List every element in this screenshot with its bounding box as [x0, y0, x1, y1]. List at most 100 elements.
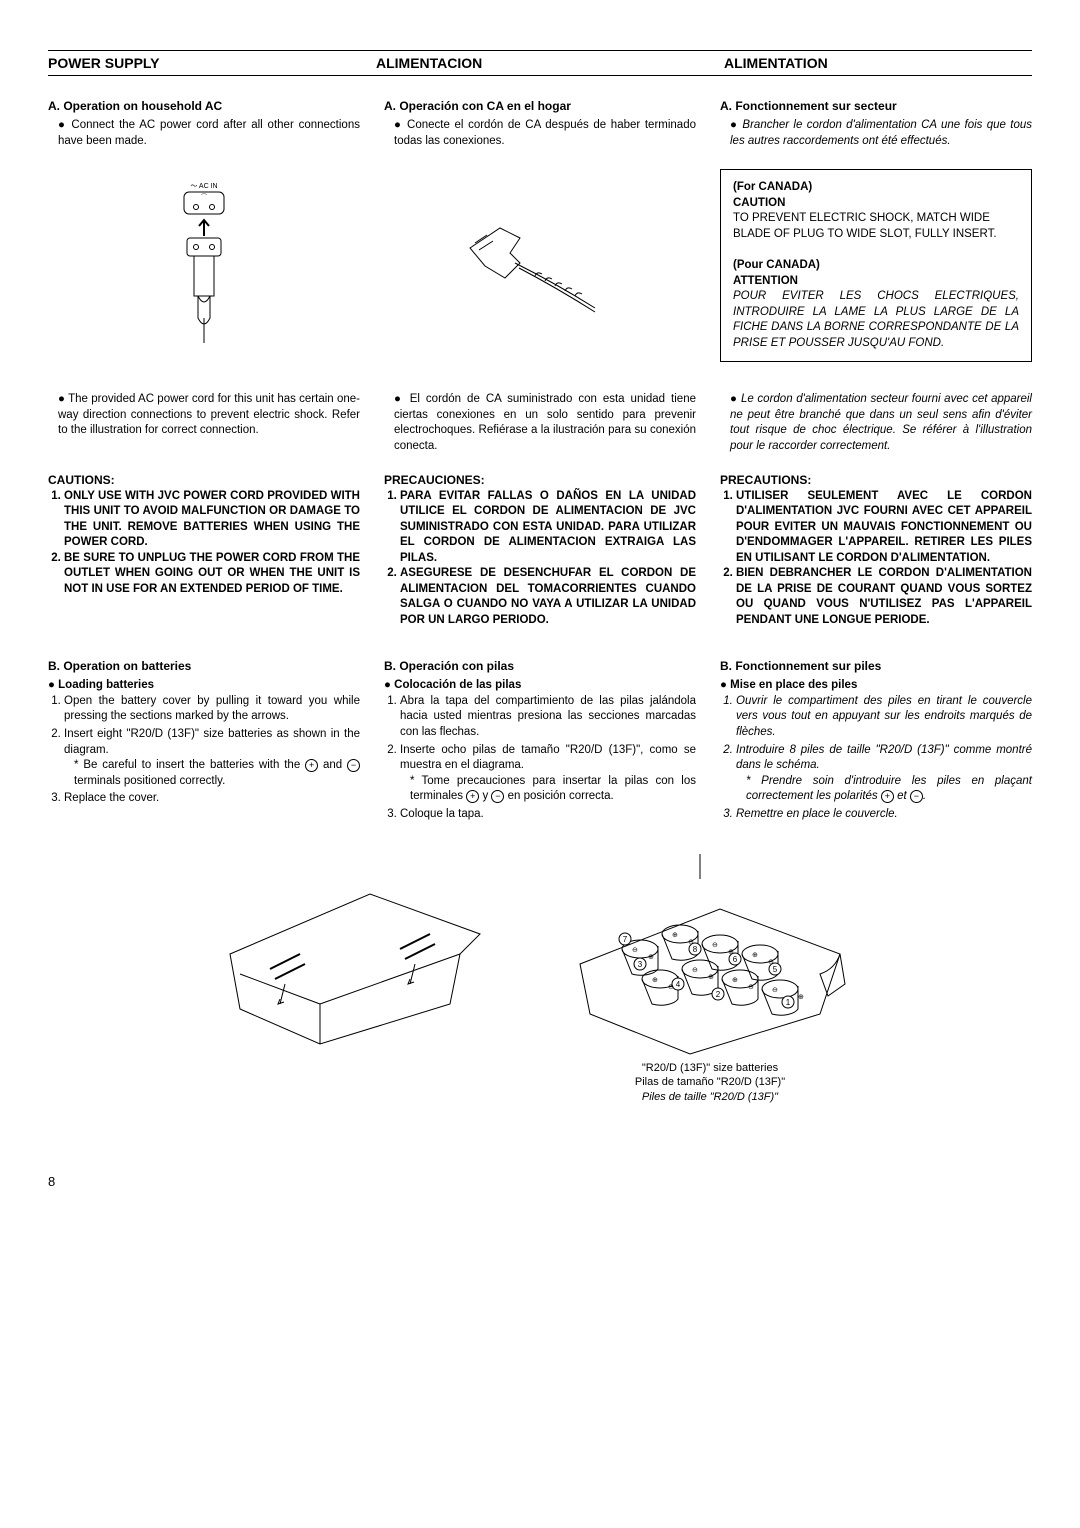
- header-power-supply: POWER SUPPLY: [48, 55, 356, 71]
- section-b-en-title: B. Operation on batteries: [48, 658, 360, 674]
- section-b-fr-title: B. Fonctionnement sur piles: [720, 658, 1032, 674]
- batt-caption-es: Pilas de tamaño "R20/D (13F)": [550, 1075, 870, 1089]
- cautions-es-1: PARA EVITAR FALLAS O DAÑOS EN LA UNIDAD …: [400, 489, 696, 567]
- svg-text:⊕: ⊕: [672, 932, 678, 939]
- cautions-es-2: ASEGURESE DE DESENCHUFAR EL CORDON DE AL…: [400, 566, 696, 628]
- section-b-row: B. Operation on batteries ● Loading batt…: [48, 658, 1032, 824]
- section-b-es-sub: Colocación de las pilas: [394, 679, 521, 691]
- section-b-en-sub: Loading batteries: [58, 679, 154, 691]
- svg-text:3: 3: [638, 960, 643, 969]
- cautions-fr-2: BIEN DEBRANCHER LE CORDON D'ALIMENTATION…: [736, 566, 1032, 628]
- battery-insert-diagram: 7 3 8 4 6 2 5 1 ⊖ ⊕ ⊕ ⊖ ⊖ ⊕ ⊕ ⊖: [550, 854, 870, 1104]
- section-a-en: A. Operation on household AC Connect the…: [48, 98, 360, 149]
- cautions-fr-label: PRECAUTIONS:: [720, 472, 1032, 488]
- cautions-es: PRECAUCIONES: PARA EVITAR FALLAS O DAÑOS…: [384, 472, 696, 628]
- cord-note-row: The provided AC power cord for this unit…: [48, 392, 1032, 454]
- header-alimentacion: ALIMENTACION: [356, 55, 684, 71]
- section-a-fr: A. Fonctionnement sur secteur Brancher l…: [720, 98, 1032, 149]
- canada-en-for: (For CANADA): [733, 180, 1019, 196]
- svg-text:8: 8: [693, 945, 698, 954]
- section-b-fr: B. Fonctionnement sur piles ● Mise en pl…: [720, 658, 1032, 824]
- canada-fr: (Pour CANADA) ATTENTION POUR EVITER LES …: [733, 258, 1019, 351]
- section-b-es-star2: en posición correcta.: [508, 790, 614, 802]
- section-b-en-3: Replace the cover.: [64, 791, 360, 807]
- cautions-row: CAUTIONS: ONLY USE WITH JVC POWER CORD P…: [48, 472, 1032, 628]
- header-row: POWER SUPPLY ALIMENTACION ALIMENTATION: [48, 50, 1032, 76]
- section-b-en-1: Open the battery cover by pulling it tow…: [64, 694, 360, 725]
- section-a-es-bullet: Conecte el cordón de CA después de haber…: [394, 118, 696, 149]
- svg-text:1: 1: [786, 998, 791, 1007]
- header-alimentation: ALIMENTATION: [684, 55, 1032, 71]
- section-b-fr-star2: .: [923, 790, 926, 802]
- canada-en: (For CANADA) CAUTION TO PREVENT ELECTRIC…: [733, 180, 1019, 242]
- svg-text:⊕: ⊕: [798, 994, 804, 1001]
- plug-diagram: [384, 198, 696, 333]
- canada-fr-text: POUR EVITER LES CHOCS ELECTRIQUES, INTRO…: [733, 289, 1019, 351]
- svg-text:⊕: ⊕: [752, 952, 758, 959]
- page: POWER SUPPLY ALIMENTACION ALIMENTATION A…: [0, 0, 1080, 1219]
- svg-text:⊕: ⊕: [648, 954, 654, 961]
- svg-text:⊕: ⊕: [728, 949, 734, 956]
- section-b-en: B. Operation on batteries ● Loading batt…: [48, 658, 360, 824]
- cautions-en-2: BE SURE TO UNPLUG THE POWER CORD FROM TH…: [64, 551, 360, 598]
- cautions-es-label: PRECAUCIONES:: [384, 472, 696, 488]
- svg-text:⏜: ⏜: [201, 193, 207, 201]
- cord-note-fr-text: Le cordon d'alimentation secteur fourni …: [730, 392, 1032, 454]
- canada-en-text: TO PREVENT ELECTRIC SHOCK, MATCH WIDE BL…: [733, 211, 1019, 242]
- battery-cover-diagram: [210, 854, 510, 1104]
- svg-text:⊖: ⊖: [692, 967, 698, 974]
- svg-text:2: 2: [716, 990, 721, 999]
- svg-text:5: 5: [773, 965, 778, 974]
- svg-text:⊕: ⊕: [652, 977, 658, 984]
- svg-text:7: 7: [623, 935, 628, 944]
- svg-text:⊖: ⊖: [668, 984, 674, 991]
- section-b-es-title: B. Operación con pilas: [384, 658, 696, 674]
- svg-text:6: 6: [733, 955, 738, 964]
- section-b-en-star2: terminals positioned correctly.: [74, 775, 225, 787]
- section-b-fr-2: Introduire 8 piles de taille "R20/D (13F…: [736, 744, 1032, 772]
- cautions-fr: PRECAUTIONS: UTILISER SEULEMENT AVEC LE …: [720, 472, 1032, 628]
- section-b-es-2: Inserte ocho pilas de tamaño "R20/D (13F…: [400, 744, 696, 772]
- cord-note-es-text: El cordón de CA suministrado con esta un…: [394, 392, 696, 454]
- section-b-es-1: Abra la tapa del compartimiento de las p…: [400, 694, 696, 741]
- canada-fr-for: (Pour CANADA): [733, 258, 1019, 274]
- section-b-fr-3: Remettre en place le couvercle.: [736, 807, 1032, 823]
- section-a-fr-title: A. Fonctionnement sur secteur: [720, 98, 1032, 114]
- section-b-fr-1: Ouvrir le compartiment des piles en tira…: [736, 694, 1032, 741]
- section-b-es: B. Operación con pilas ● Colocación de l…: [384, 658, 696, 824]
- svg-text:4: 4: [676, 980, 681, 989]
- canada-en-caution: CAUTION: [733, 196, 1019, 212]
- svg-text:⊖: ⊖: [768, 959, 774, 966]
- svg-text:⊖: ⊖: [712, 942, 718, 949]
- cord-note-es: El cordón de CA suministrado con esta un…: [384, 392, 696, 454]
- section-a-en-bullet: Connect the AC power cord after all othe…: [58, 118, 360, 149]
- canada-fr-caution: ATTENTION: [733, 274, 1019, 290]
- section-b-en-star: Be careful to insert the batteries with …: [83, 759, 300, 771]
- canada-box-container: (For CANADA) CAUTION TO PREVENT ELECTRIC…: [720, 169, 1032, 362]
- page-number: 8: [48, 1174, 1032, 1189]
- section-b-fr-sub: Mise en place des piles: [730, 679, 857, 691]
- section-b-es-3: Coloque la tapa.: [400, 807, 696, 823]
- battery-diagrams: 7 3 8 4 6 2 5 1 ⊖ ⊕ ⊕ ⊖ ⊖ ⊕ ⊕ ⊖: [48, 854, 1032, 1104]
- svg-text:⊖: ⊖: [748, 984, 754, 991]
- diagram-row: ～ AC IN ⏜: [48, 169, 1032, 362]
- section-a-en-title: A. Operation on household AC: [48, 98, 360, 114]
- cord-note-fr: Le cordon d'alimentation secteur fourni …: [720, 392, 1032, 454]
- cautions-en-1: ONLY USE WITH JVC POWER CORD PROVIDED WI…: [64, 489, 360, 551]
- ac-in-label: ～ AC IN: [190, 183, 217, 190]
- svg-text:⊖: ⊖: [632, 947, 638, 954]
- section-a-es: A. Operación con CA en el hogar Conecte …: [384, 98, 696, 149]
- section-b-en-2: Insert eight "R20/D (13F)" size batterie…: [64, 728, 360, 756]
- cord-note-en: The provided AC power cord for this unit…: [48, 392, 360, 454]
- cord-note-en-text: The provided AC power cord for this unit…: [58, 392, 360, 439]
- cautions-en-label: CAUTIONS:: [48, 472, 360, 488]
- canada-box: (For CANADA) CAUTION TO PREVENT ELECTRIC…: [720, 169, 1032, 362]
- section-a-fr-bullet: Brancher le cordon d'alimentation CA une…: [730, 118, 1032, 149]
- svg-text:⊕: ⊕: [708, 974, 714, 981]
- cautions-fr-1: UTILISER SEULEMENT AVEC LE CORDON D'ALIM…: [736, 489, 1032, 567]
- section-a-row: A. Operation on household AC Connect the…: [48, 98, 1032, 149]
- svg-text:⊖: ⊖: [688, 939, 694, 946]
- ac-socket-diagram: ～ AC IN ⏜: [48, 178, 360, 353]
- section-a-es-title: A. Operación con CA en el hogar: [384, 98, 696, 114]
- batt-caption-fr: Piles de taille "R20/D (13F)": [550, 1090, 870, 1104]
